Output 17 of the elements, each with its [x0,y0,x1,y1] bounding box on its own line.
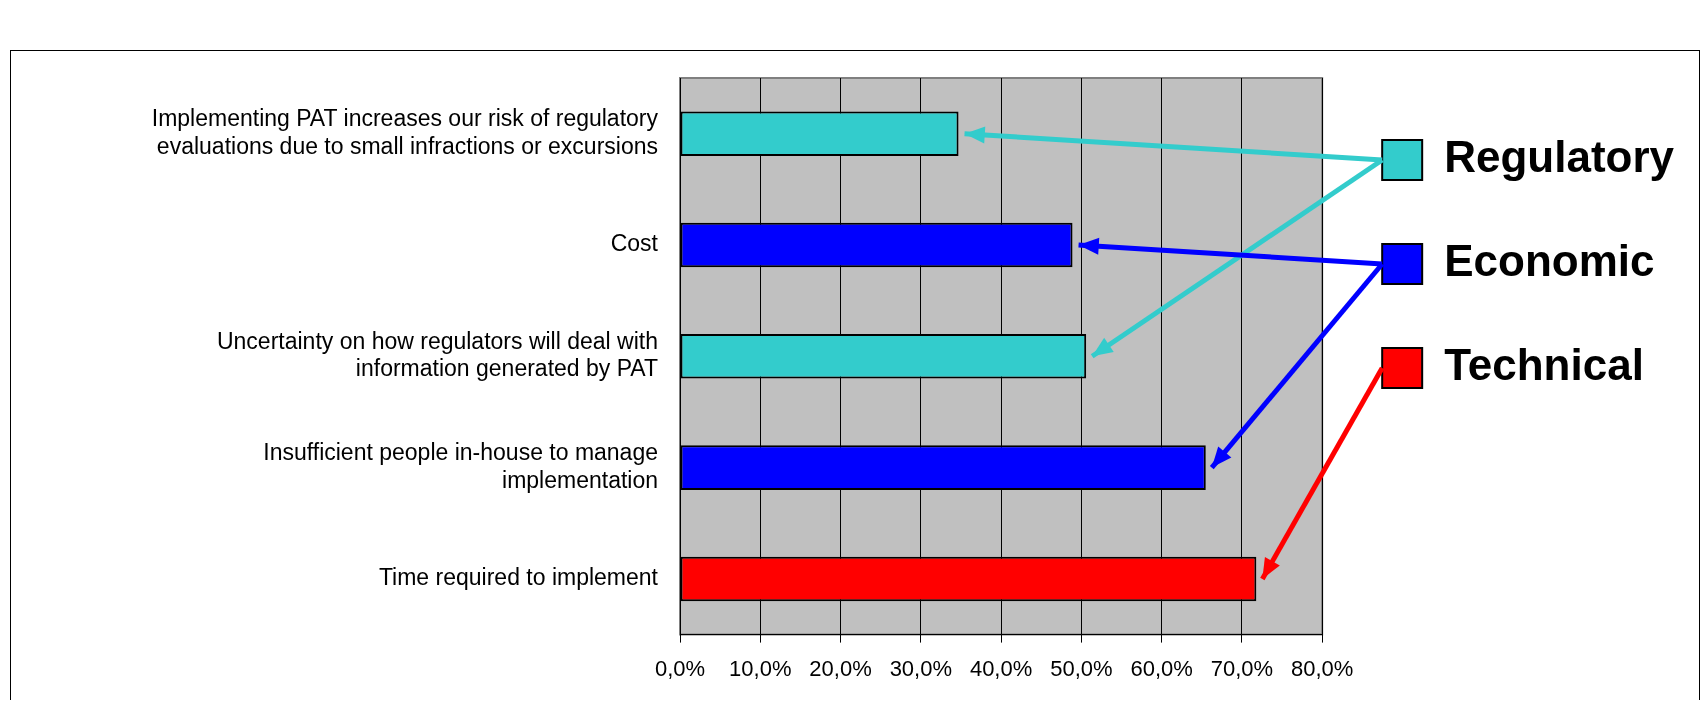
y-tick-label: Cost [610,230,659,257]
x-tick-label: 10,0% [729,655,792,681]
x-tick-label: 70,0% [1210,655,1274,681]
y-tick-label: Time required to implement [378,564,659,591]
x-tick-label: 80,0% [1290,655,1354,681]
y-tick-label: Insufficient people in-house to manage implementation [263,439,658,493]
x-tick-label: 30,0% [889,655,953,681]
x-tick-label: 20,0% [809,655,872,681]
legend-label: Economic [1444,236,1655,286]
x-tick-label: 60,0% [1130,655,1193,681]
x-tick-label: 50,0% [1050,655,1113,681]
x-tick-label: 0,0% [654,655,706,681]
x-tick-label: 40,0% [969,655,1033,681]
y-tick-label: Implementing PAT increases our risk of regulatory evaluations due to small infractions or excursions [151,105,659,159]
y-tick-label: Uncertainty on how regulators will deal with information generated by PAT [216,327,658,382]
legend-label: Regulatory [1444,132,1675,182]
legend-label: Technical [1444,340,1644,390]
